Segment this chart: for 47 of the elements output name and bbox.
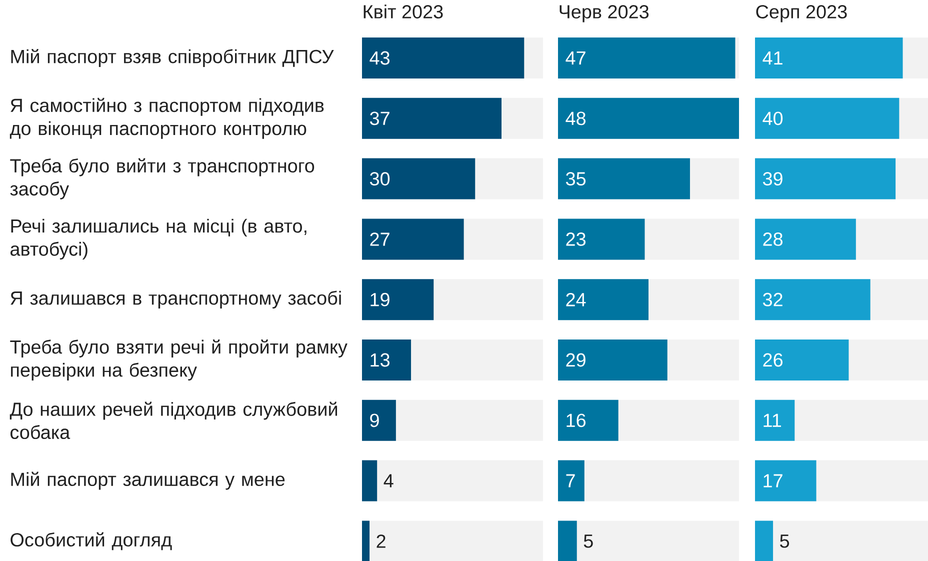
data-label: 5 [780, 534, 790, 548]
y-tick-label: Особистий догляд [10, 532, 172, 550]
bar [362, 400, 396, 441]
data-label: 4 [384, 474, 394, 488]
data-label: 16 [566, 414, 586, 428]
bar [755, 520, 774, 561]
data-label: 47 [566, 51, 586, 65]
data-label: 24 [566, 292, 586, 306]
data-label: 9 [370, 414, 379, 428]
bar [755, 400, 795, 441]
data-label: 27 [370, 232, 390, 246]
y-tick-label: Треба було вийти з транспортного засобу [10, 158, 314, 200]
data-label: 7 [566, 474, 575, 488]
data-label: 29 [566, 353, 586, 367]
chart-title: Квіт 2023 [364, 4, 443, 18]
data-label: 40 [762, 112, 783, 126]
data-label: 43 [370, 51, 390, 65]
y-tick-label: Мій паспорт взяв співробітник ДПСУ [11, 49, 334, 67]
y-tick-label: Мій паспорт залишався у мене [11, 472, 285, 490]
data-label: 48 [566, 112, 586, 126]
chart-title: Черв 2023 [560, 5, 649, 22]
bar [362, 460, 378, 502]
bar [558, 38, 736, 78]
data-label: 28 [763, 232, 783, 246]
data-label: 26 [763, 353, 783, 367]
y-tick-label: Треба було взяти речі й пройти рамку перевірки на безпеку [10, 339, 348, 381]
bar [362, 520, 370, 561]
data-label: 32 [762, 292, 782, 306]
data-label: 11 [764, 414, 781, 427]
bar [558, 460, 584, 502]
data-label: 13 [370, 353, 390, 367]
data-label: 23 [566, 232, 586, 246]
y-tick-label: До наших речей підходив службовий собака [10, 402, 338, 440]
y-tick-label: Я самостійно з паспортом підходив до віконця паспортного контролю [10, 98, 324, 139]
data-label: 39 [762, 172, 782, 186]
data-label: 37 [370, 112, 390, 126]
chart-title: Серп 2023 [756, 5, 847, 22]
data-label: 5 [584, 534, 593, 548]
data-label: 30 [370, 172, 390, 186]
data-label: 17 [764, 474, 782, 488]
y-tick-label: Я залишався в транспортному засобі [10, 290, 341, 309]
data-label: 19 [370, 292, 390, 306]
bar [558, 520, 577, 561]
data-label: 2 [376, 534, 386, 548]
y-tick-label: Речі залишались на місці (в авто, автобусі) [10, 218, 306, 260]
data-label: 41 [762, 51, 782, 65]
data-label: 35 [566, 172, 586, 186]
